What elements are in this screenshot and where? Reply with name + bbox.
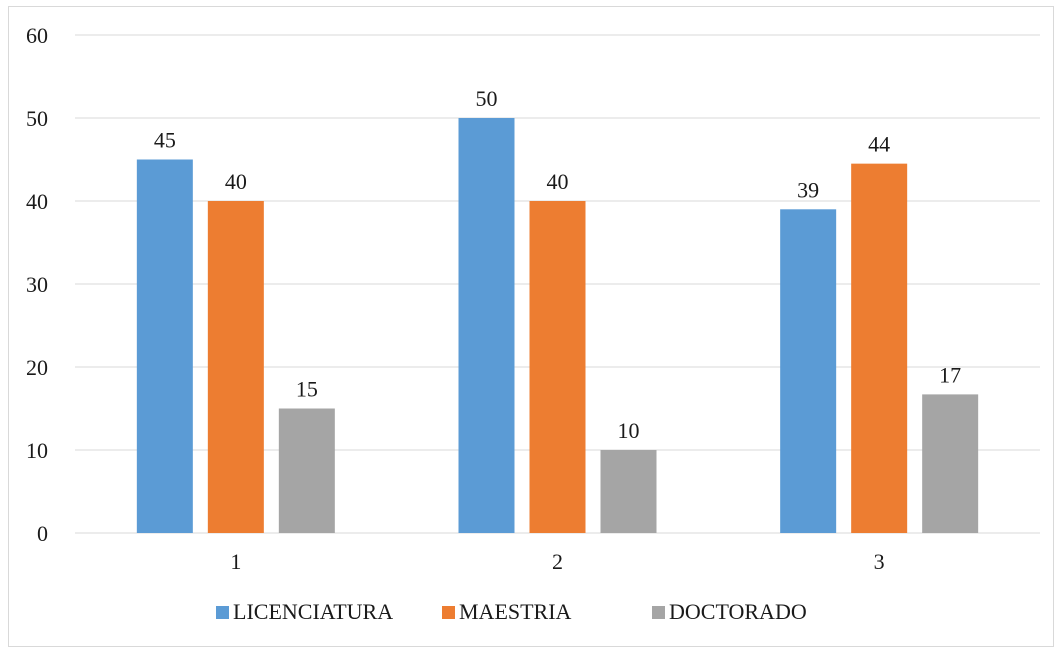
bar	[136, 159, 193, 533]
data-label: 10	[618, 418, 640, 443]
y-tick-label: 50	[26, 106, 48, 131]
bar	[458, 118, 515, 533]
bar	[922, 394, 979, 533]
y-tick-label: 60	[26, 23, 48, 48]
bar	[529, 201, 586, 533]
x-tick-label: 2	[552, 549, 563, 574]
y-tick-label: 40	[26, 189, 48, 214]
bar	[780, 209, 837, 534]
y-axis: 0 10 20 30 40 50 60	[26, 23, 48, 546]
data-labels: 45 40 15 50 40 10 39 44 17	[154, 86, 961, 443]
data-label: 40	[225, 169, 247, 194]
bar	[207, 201, 264, 533]
x-tick-label: 3	[874, 549, 885, 574]
legend-swatch	[216, 606, 229, 619]
bar	[278, 408, 335, 533]
data-label: 39	[797, 177, 819, 202]
data-label: 50	[476, 86, 498, 111]
data-label: 15	[296, 377, 318, 402]
x-axis: 1 2 3	[230, 549, 884, 574]
legend-label: MAESTRIA	[459, 599, 572, 624]
legend: LICENCIATURA MAESTRIA DOCTORADO	[216, 599, 807, 624]
bar	[851, 163, 908, 533]
legend-label: LICENCIATURA	[233, 599, 393, 624]
y-tick-label: 20	[26, 355, 48, 380]
x-tick-label: 1	[230, 549, 241, 574]
data-label: 17	[939, 362, 961, 387]
legend-label: DOCTORADO	[669, 599, 807, 624]
data-label: 40	[547, 169, 569, 194]
y-tick-label: 0	[37, 521, 48, 546]
y-tick-label: 10	[26, 438, 48, 463]
y-tick-label: 30	[26, 272, 48, 297]
data-label: 44	[868, 132, 890, 157]
data-label: 45	[154, 128, 176, 153]
bar	[600, 450, 657, 533]
legend-swatch	[652, 606, 665, 619]
bars	[136, 118, 979, 534]
legend-swatch	[442, 606, 455, 619]
